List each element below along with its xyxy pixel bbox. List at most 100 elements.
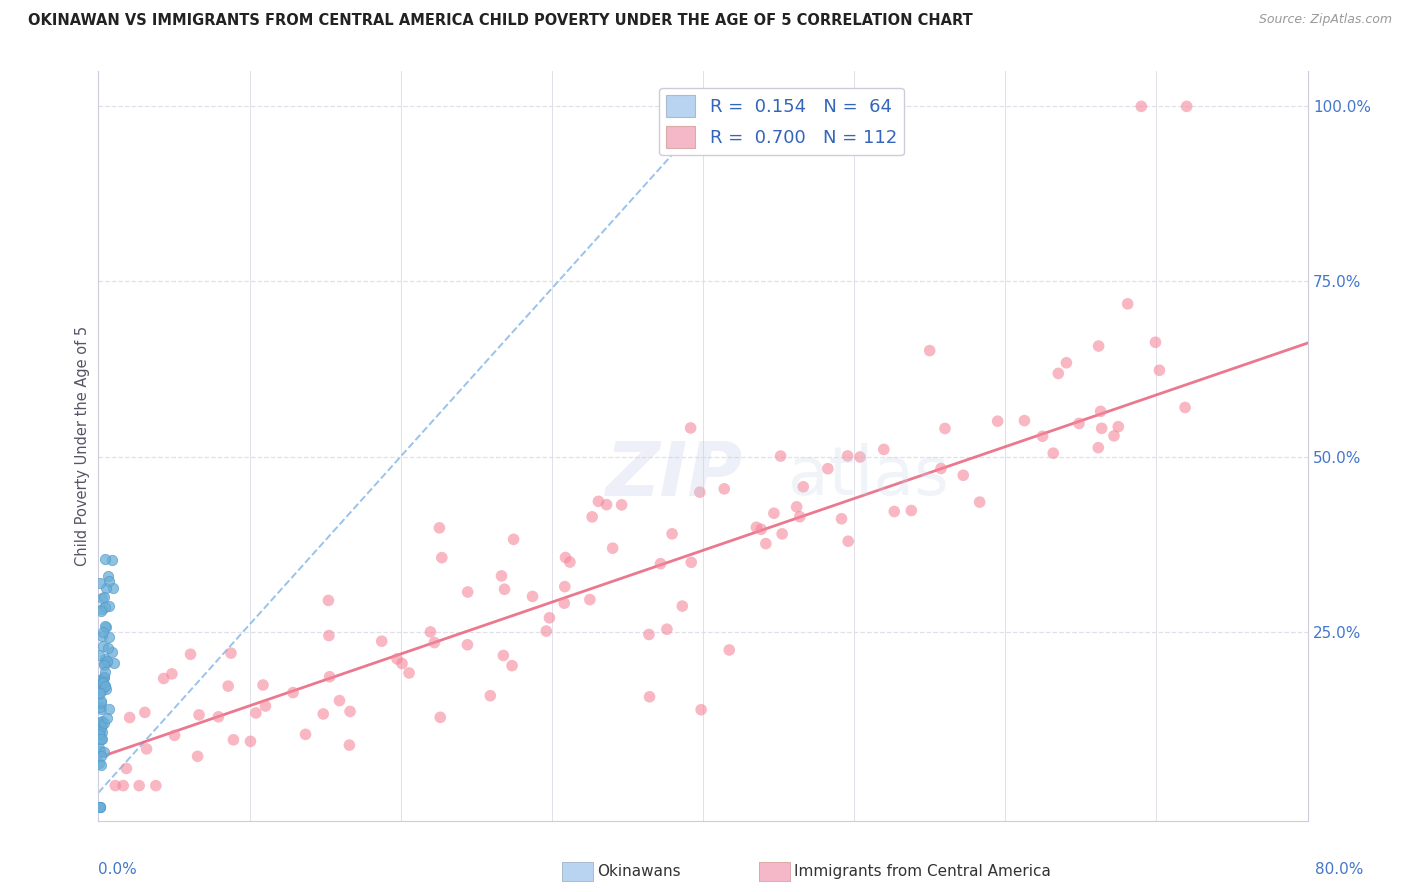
Point (602, 541, 624, 556)
Point (1149, 363, 1171, 377)
Point (93, 670, 115, 684)
Point (118, 710, 141, 724)
Point (1054, 356, 1077, 370)
Point (89, 575, 111, 590)
Point (987, 414, 1010, 428)
Point (94, 679, 117, 693)
Point (638, 690, 661, 704)
Point (934, 421, 956, 435)
Point (554, 550, 576, 565)
Point (87, 727, 110, 741)
Point (104, 779, 127, 793)
Point (1014, 414, 1036, 428)
Point (837, 534, 859, 549)
Point (96, 581, 118, 595)
Point (679, 421, 702, 435)
Point (661, 526, 683, 541)
Point (91, 676, 114, 690)
Point (91, 718, 114, 732)
Point (817, 461, 839, 475)
Point (91, 601, 114, 615)
Point (96, 654, 118, 668)
Point (1174, 401, 1197, 415)
Point (93, 552, 115, 566)
Point (419, 624, 441, 639)
Point (89, 725, 111, 739)
Point (98, 574, 121, 588)
Point (1144, 335, 1167, 350)
Point (180, 647, 202, 661)
Point (650, 557, 672, 571)
Point (134, 706, 156, 720)
Point (1047, 367, 1070, 381)
Point (718, 643, 741, 657)
Point (89, 673, 111, 688)
Point (89, 699, 111, 714)
Point (90, 683, 112, 698)
Point (93, 657, 115, 671)
Point (93, 590, 115, 604)
Text: OKINAWAN VS IMMIGRANTS FROM CENTRAL AMERICA CHILD POVERTY UNDER THE AGE OF 5 COR: OKINAWAN VS IMMIGRANTS FROM CENTRAL AMER… (28, 13, 973, 29)
Point (90, 720, 112, 734)
Point (969, 495, 991, 509)
Point (89, 744, 111, 758)
Point (93, 745, 115, 759)
Point (423, 635, 446, 649)
Point (429, 521, 451, 535)
Point (89, 756, 111, 770)
Point (536, 624, 558, 638)
Point (219, 646, 242, 660)
Point (610, 498, 633, 512)
Point (152, 672, 174, 686)
Text: Okinawans: Okinawans (598, 864, 681, 879)
Legend: R =  0.154   N =  64, R =  0.700   N = 112: R = 0.154 N = 64, R = 0.700 N = 112 (659, 88, 904, 155)
Point (554, 580, 576, 594)
Point (929, 461, 952, 475)
Text: Source: ZipAtlas.com: Source: ZipAtlas.com (1258, 13, 1392, 27)
Point (245, 706, 267, 720)
Point (90, 603, 112, 617)
Point (1116, 297, 1139, 311)
Point (391, 657, 413, 671)
Point (494, 582, 516, 597)
Point (769, 449, 792, 463)
Point (337, 738, 360, 752)
Point (252, 678, 274, 692)
Point (294, 727, 316, 741)
Point (101, 553, 124, 567)
Point (713, 482, 735, 496)
Point (538, 611, 561, 625)
Point (1175, 99, 1198, 113)
Point (690, 703, 713, 717)
Point (749, 522, 772, 536)
Point (430, 550, 453, 565)
Point (163, 728, 186, 742)
Point (90, 696, 112, 710)
Point (1067, 417, 1090, 431)
Point (90, 749, 112, 764)
Point (96, 710, 118, 724)
Point (595, 498, 617, 512)
Point (770, 527, 793, 541)
Point (1087, 441, 1109, 455)
Point (160, 666, 183, 681)
Point (328, 693, 350, 707)
Point (501, 658, 523, 673)
Point (97, 569, 120, 583)
Point (873, 442, 896, 457)
Point (281, 685, 304, 699)
Point (339, 705, 361, 719)
Point (318, 593, 340, 607)
Text: 80.0%: 80.0% (1315, 863, 1362, 877)
Point (96, 655, 118, 669)
Point (87, 731, 110, 746)
Point (90, 591, 112, 605)
Point (93, 658, 115, 673)
Point (952, 468, 974, 483)
Point (93, 639, 115, 653)
Point (638, 627, 661, 641)
Point (479, 689, 502, 703)
Point (588, 494, 610, 508)
Point (312, 706, 335, 721)
Point (456, 638, 478, 652)
